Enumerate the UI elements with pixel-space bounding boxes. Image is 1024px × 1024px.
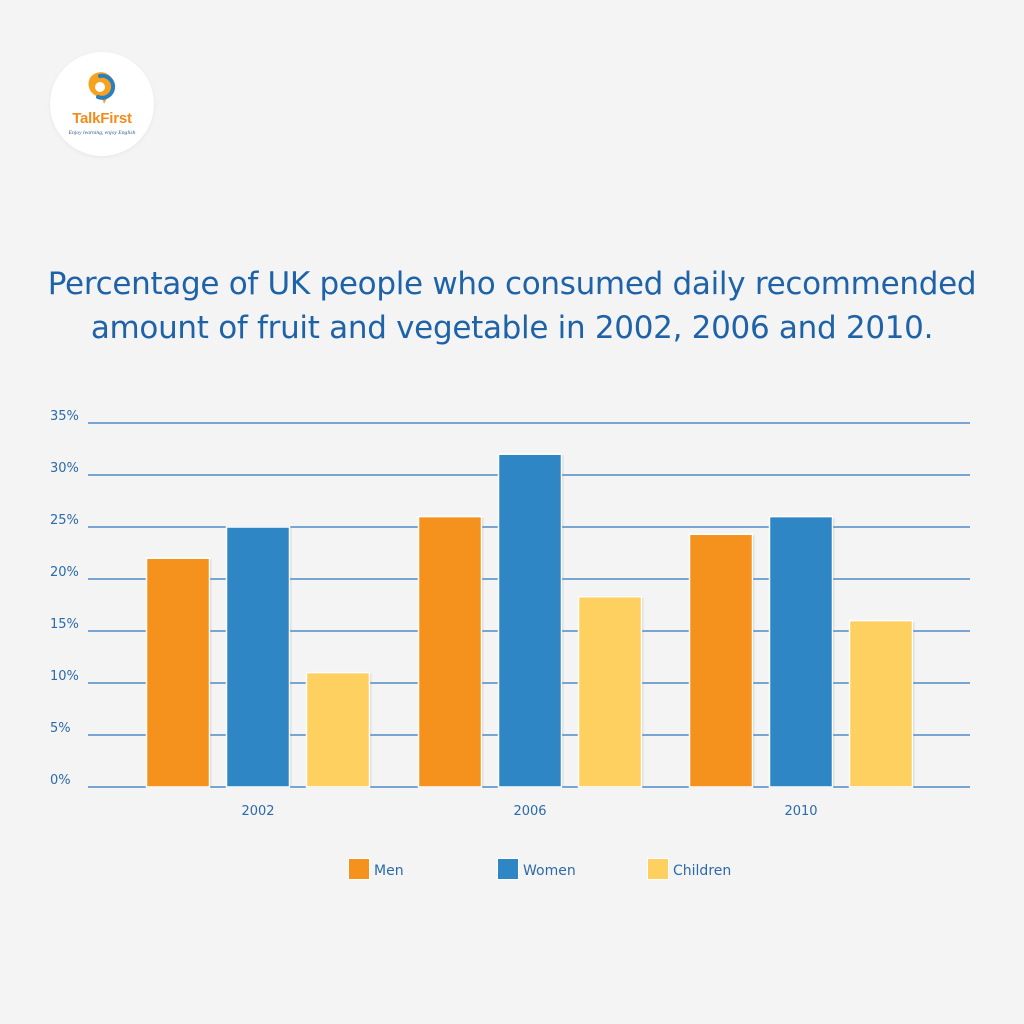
- brand-name: TalkFirst: [72, 110, 132, 127]
- y-tick-label: 35%: [50, 409, 79, 424]
- bar-men-2006: [417, 515, 483, 788]
- x-tick-label: 2002: [241, 804, 274, 819]
- legend-swatch: [497, 858, 519, 880]
- y-tick-label: 15%: [50, 617, 79, 632]
- bar-children-2002: [305, 671, 371, 788]
- y-tick-label: 20%: [50, 565, 79, 580]
- bar-men-2002: [145, 557, 211, 788]
- bar-children-2010: [848, 619, 914, 788]
- legend-label: Women: [523, 863, 576, 879]
- legend-swatch: [348, 858, 370, 880]
- talkfirst-logo: TalkFirst Enjoy learning, enjoy English: [50, 52, 154, 156]
- chart-title-line-1: Percentage of UK people who consumed dai…: [47, 266, 977, 302]
- y-tick-label: 0%: [50, 773, 71, 788]
- chart-title: Percentage of UK people who consumed dai…: [30, 262, 994, 350]
- bar-women-2010: [768, 515, 834, 788]
- legend-swatch: [647, 858, 669, 880]
- legend-label: Children: [673, 863, 732, 879]
- y-tick-label: 10%: [50, 669, 79, 684]
- bar-women-2002: [225, 526, 291, 788]
- bar-chart: 0% 5% 10% 15% 20% 25% 30% 35% 2002 2006 2010: [50, 409, 970, 819]
- x-tick-label: 2010: [784, 804, 817, 819]
- chart-title-line-2: amount of fruit and vegetable in 2002, 2…: [90, 310, 934, 346]
- x-tick-label: 2006: [513, 804, 546, 819]
- chart-legend: Men Women Children: [0, 856, 1024, 880]
- bar-children-2006: [577, 595, 643, 788]
- bar-women-2006: [497, 453, 563, 788]
- y-tick-label: 5%: [50, 721, 71, 736]
- y-tick-label: 25%: [50, 513, 79, 528]
- brand-tagline: Enjoy learning, enjoy English: [68, 130, 136, 136]
- speech-bubble-icon: [88, 72, 116, 104]
- y-tick-label: 30%: [50, 461, 79, 476]
- bar-men-2010: [688, 533, 754, 788]
- legend-label: Men: [374, 863, 404, 879]
